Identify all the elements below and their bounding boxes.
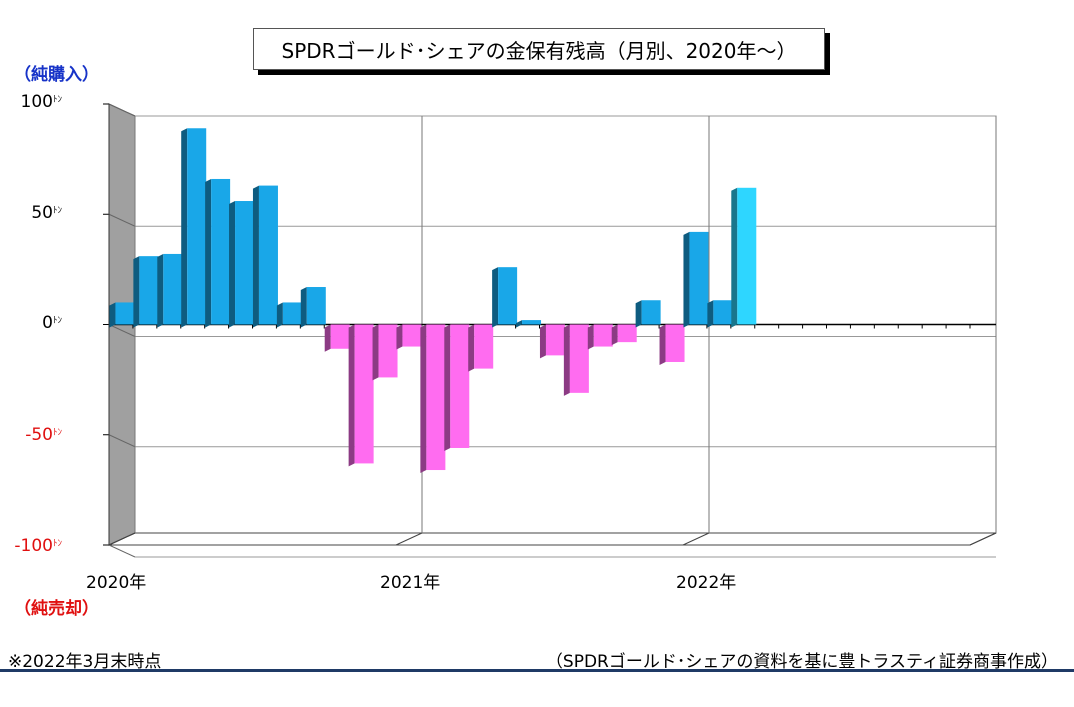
bar-side [372,324,379,381]
bar [115,302,135,325]
bar-side [516,320,523,328]
source-note: （SPDRゴールド･シェアの資料を基に豊トラスティ証券商事作成） [545,652,1058,672]
floor-divider [682,532,710,546]
gridline-wall [108,324,136,337]
bar-side [133,256,140,328]
bar-side [659,324,666,365]
bar-side [181,128,188,328]
bar-side [276,302,283,328]
floor-divider [395,532,423,546]
bar-chart [103,103,997,558]
bar [163,253,183,325]
bar-side [444,324,451,451]
bar-side [492,267,499,328]
ylabel-net-purchase: （純購入） [14,65,99,85]
bar [713,300,733,325]
bottom-rule [0,669,1074,672]
bar [474,324,494,369]
y-tick-100: 100ﾄﾝ [20,92,62,112]
bar [378,324,398,378]
floor [108,532,997,546]
bar-side [611,324,618,346]
bar [282,302,302,325]
x-label-2022: 2022年 [676,573,737,593]
bar [235,201,255,325]
bar-side [229,201,236,328]
bar [187,128,207,325]
bar [258,185,278,325]
bar-side [109,302,116,328]
chart-title: SPDRゴールド･シェアの金保有残高（月別、2020年～） [253,28,825,70]
bar-side [348,324,355,467]
bar [354,324,374,464]
bar [545,324,565,356]
footnote: ※2022年3月末時点 [8,652,162,672]
bar-side [731,187,738,328]
bar [522,320,542,325]
bar [450,324,470,448]
bar [306,287,326,325]
bar-side [205,178,212,328]
ylabel-net-sale: （純売却） [14,599,99,619]
bar [689,231,709,325]
bar-side [252,185,259,328]
bar [641,300,661,325]
bar [737,187,757,325]
y-tick-minus-50: -50ﾄﾝ [25,425,62,445]
bar-side [683,231,690,328]
bar [426,324,446,471]
floor-divider [108,532,136,546]
bar [498,267,518,325]
bar [211,178,231,325]
bar-side [539,324,546,359]
floor-divider [969,532,997,546]
x-label-2020: 2020年 [86,573,147,593]
y-tick-minus-100: -100ﾄﾝ [14,536,62,556]
bar-side [396,324,403,350]
y-tick-0: 0ﾄﾝ [42,313,62,333]
bar-side [468,324,475,372]
gridline-wall [108,544,136,558]
gridline-wall [108,434,136,448]
bar-side [157,253,164,328]
bar [569,324,589,393]
bar-side [420,324,427,474]
bar [665,324,685,362]
x-label-2021: 2021年 [380,573,441,593]
bar-side [563,324,570,396]
bar [617,324,637,343]
bar [402,324,422,347]
gridline-wall [108,213,136,227]
bar [593,324,613,347]
gridline-wall [108,103,136,117]
bar-side [635,300,642,328]
bar-side [707,300,714,328]
bar-side [300,287,307,328]
bar-side [324,324,331,352]
bar [139,256,159,325]
bar [330,324,350,349]
bar-side [587,324,594,350]
y-tick-50: 50ﾄﾝ [31,203,62,223]
